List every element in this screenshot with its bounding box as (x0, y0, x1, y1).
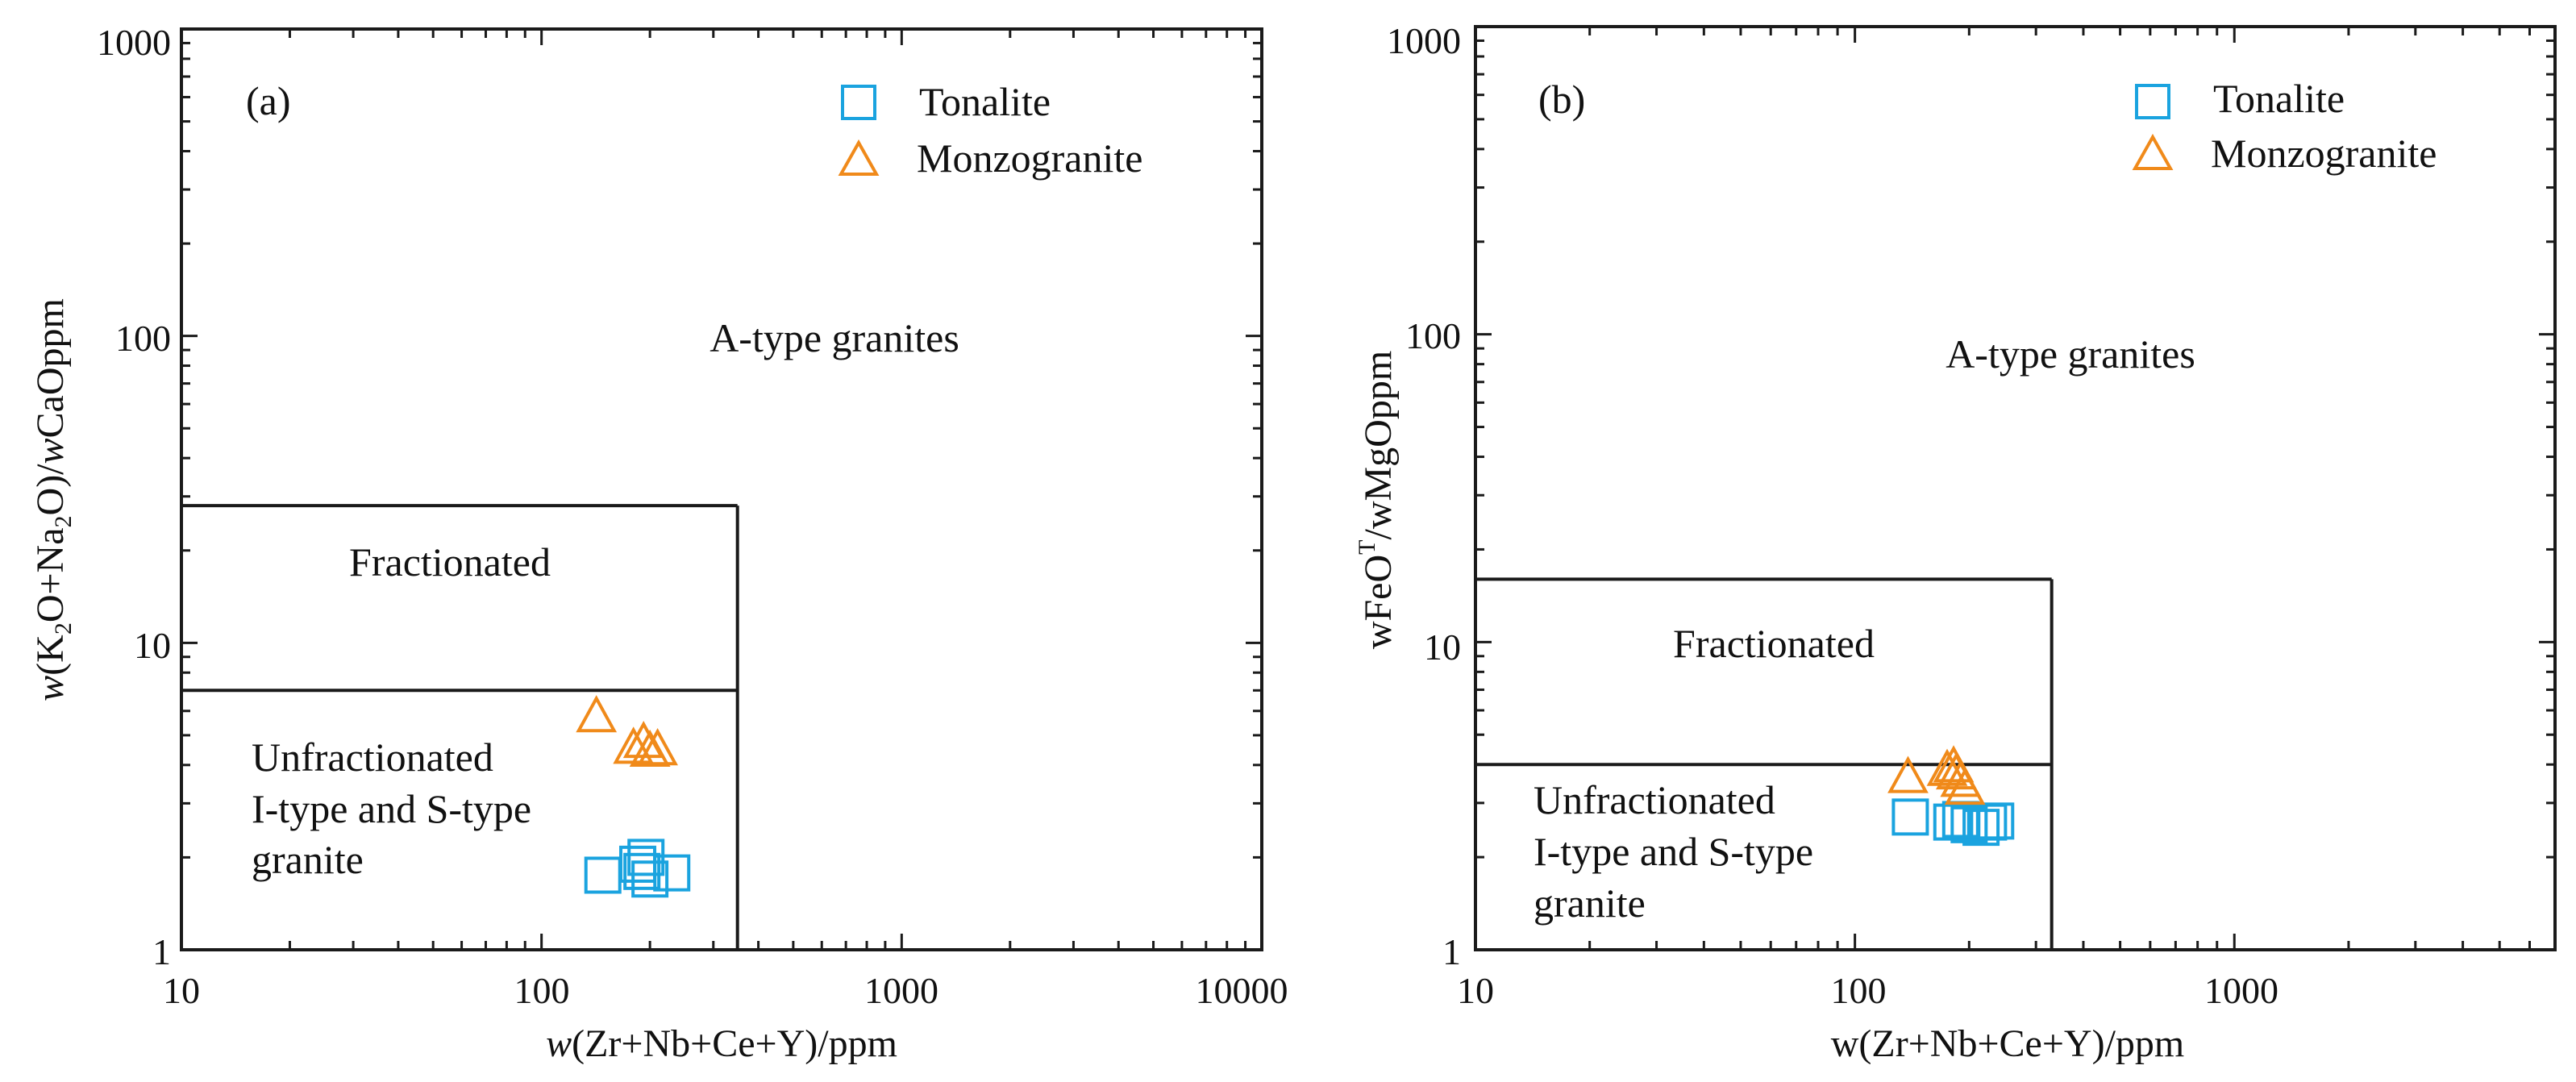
y-axis-label: w(K2O+Na2O)/wCaOppm (29, 298, 77, 701)
region-label-unfractionated: I-type and S-type (1534, 829, 1813, 874)
y-tick-label: 1000 (97, 22, 171, 63)
x-tick-label: 10 (163, 970, 200, 1011)
tonalite-point (1962, 809, 2000, 847)
y-axis-label: wFeOT/wMgOppm (1354, 351, 1400, 649)
data-points (1887, 745, 2015, 847)
legend-marker-monzogranite (2132, 133, 2174, 170)
tonalite-point (1950, 805, 1988, 843)
legend-label: Tonalite (919, 79, 1051, 124)
tonalite-point (631, 860, 669, 898)
legend-marker-tonalite (2135, 84, 2170, 119)
x-axis-label: w(Zr+Nb+Ce+Y)/ppm (546, 1022, 897, 1065)
y-tick-label: 100 (1405, 315, 1461, 356)
x-tick-label: 1000 (2204, 970, 2278, 1011)
tick-marks (180, 27, 1263, 951)
x-tick-label: 10 (1457, 970, 1494, 1011)
legend-marker-tonalite (841, 85, 876, 120)
legend-label: Monzogranite (917, 135, 1142, 181)
tonalite-point (584, 856, 622, 894)
panel-label: (a) (246, 78, 291, 123)
legend-label: Tonalite (2213, 76, 2345, 121)
x-tick-label: 100 (1831, 970, 1887, 1011)
region-label-a-type: A-type granites (710, 315, 959, 360)
legend: Tonalite Monzogranite (838, 79, 1142, 181)
region-label-unfractionated: Unfractionated (1534, 777, 1775, 822)
panel-b: (b) 1 10 100 1000 10 100 1000 w(Zr+Nb+Ce… (1354, 20, 2557, 1065)
region-label-fractionated: Fractionated (1673, 621, 1875, 666)
tick-marks (1474, 25, 2557, 951)
legend-marker-monzogranite (838, 139, 880, 176)
tonalite-point (1891, 798, 1929, 836)
monzogranite-point (1926, 748, 1968, 786)
y-tick-label: 100 (115, 318, 171, 359)
legend-label: Monzogranite (2211, 131, 2437, 176)
region-label-unfractionated: Unfractionated (252, 735, 493, 780)
monzogranite-point (1935, 751, 1977, 790)
x-tick-label: 1000 (864, 970, 938, 1011)
monzogranite-point (576, 695, 618, 733)
monzogranite-point (1887, 755, 1929, 793)
y-tick-label: 1 (152, 931, 171, 972)
x-axis-label: w(Zr+Nb+Ce+Y)/ppm (1831, 1022, 2184, 1065)
legend: Tonalite Monzogranite (2132, 76, 2437, 176)
panel-a: (a) 1 10 100 1000 10 100 1000 10000 w(Zr… (29, 22, 1288, 1065)
region-label-unfractionated: granite (1534, 880, 1646, 926)
region-label-unfractionated: I-type and S-type (252, 786, 531, 831)
tonalite-point (623, 852, 661, 890)
plot-frame (1474, 25, 2557, 951)
monzogranite-point (637, 728, 678, 766)
region-label-fractionated: Fractionated (349, 539, 551, 585)
panel-label: (b) (1538, 77, 1585, 122)
region-label-a-type: A-type granites (1946, 331, 2195, 377)
plot-frame (180, 27, 1263, 951)
y-tick-label: 1 (1442, 931, 1461, 972)
region-label-unfractionated: granite (252, 837, 364, 882)
x-tick-label: 100 (514, 970, 570, 1011)
y-tick-label: 1000 (1387, 20, 1461, 61)
y-tick-label: 10 (1424, 626, 1461, 668)
x-tick-label: 10000 (1196, 970, 1288, 1011)
data-points (576, 695, 691, 898)
region-boundaries (181, 504, 739, 950)
y-tick-label: 10 (134, 625, 171, 666)
tonalite-point (653, 854, 691, 892)
